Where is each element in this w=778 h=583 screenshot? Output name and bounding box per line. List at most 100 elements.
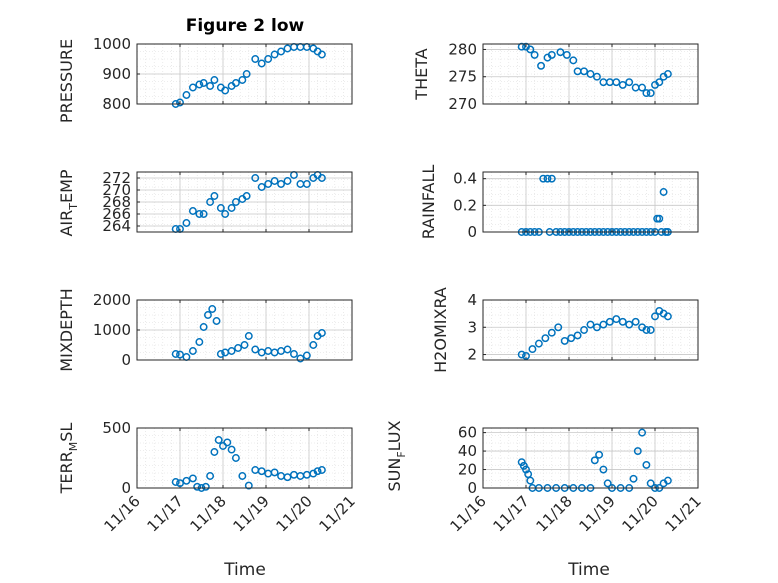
axes-frame-h2omixra xyxy=(482,299,699,361)
ylabel-air-temp: AIRTEMP xyxy=(57,169,80,236)
data-point xyxy=(210,76,219,84)
ytick-label: 275 xyxy=(448,68,477,86)
data-point xyxy=(612,315,621,324)
data-point xyxy=(625,320,634,329)
data-point xyxy=(302,351,311,360)
ytick-label: 500 xyxy=(102,419,131,437)
data-point xyxy=(573,331,582,340)
ylabel-sun-flux: SUNFLUX xyxy=(385,420,408,491)
axes-frame-sun-flux xyxy=(482,427,699,489)
data-point xyxy=(251,55,260,63)
data-point xyxy=(562,50,571,59)
data-point xyxy=(238,472,247,480)
axes-frame-mixdepth xyxy=(136,299,353,361)
data-point xyxy=(216,350,225,358)
ytick-label: 60 xyxy=(458,424,477,442)
data-point xyxy=(257,183,266,191)
data-point xyxy=(195,338,204,346)
data-point xyxy=(231,198,240,206)
ytick-label: 40 xyxy=(458,442,477,460)
data-point xyxy=(522,351,530,360)
data-point xyxy=(216,204,225,212)
data-point xyxy=(543,174,552,183)
data-point xyxy=(208,305,217,313)
data-point xyxy=(646,326,655,334)
data-point xyxy=(631,317,640,326)
data-point xyxy=(210,448,219,456)
data-point xyxy=(655,214,664,223)
ytick-label: 0 xyxy=(121,351,131,369)
data-point xyxy=(663,70,672,78)
plot-area-h2omixra xyxy=(483,300,698,360)
data-point xyxy=(199,210,208,218)
ytick-label: 270 xyxy=(448,95,477,113)
data-point xyxy=(176,479,184,488)
data-point xyxy=(541,334,550,343)
plot-area-rainfall xyxy=(483,172,698,232)
data-point xyxy=(199,323,208,331)
ytick-label: 266 xyxy=(102,205,131,223)
ylabel-terr-msl: TERRMSL xyxy=(57,423,80,495)
ytick-label: 2000 xyxy=(93,291,131,309)
data-point xyxy=(176,98,184,107)
data-point xyxy=(629,474,638,483)
data-point xyxy=(193,482,202,491)
axes-frame-terr-msl xyxy=(136,427,353,489)
data-point xyxy=(257,467,266,476)
data-point xyxy=(580,67,588,76)
subplot-rainfall: 0 0.2 0.4 xyxy=(453,170,699,241)
data-point xyxy=(547,50,556,59)
data-point xyxy=(539,174,548,183)
ytick-label: 20 xyxy=(458,461,477,479)
data-point xyxy=(317,174,326,182)
data-point xyxy=(206,82,215,90)
ytick-label: 270 xyxy=(102,181,131,199)
data-point xyxy=(603,479,612,488)
data-point xyxy=(663,476,672,485)
data-point xyxy=(309,341,318,349)
ytick-label: 272 xyxy=(102,169,131,187)
ytick-label: 2 xyxy=(467,346,477,364)
data-point xyxy=(625,78,634,87)
data-point xyxy=(638,83,647,92)
data-point xyxy=(264,180,273,188)
data-point xyxy=(201,482,210,491)
data-point xyxy=(223,438,232,447)
data-point xyxy=(590,456,599,465)
data-point xyxy=(171,350,180,358)
data-point xyxy=(530,50,539,59)
data-point xyxy=(605,317,614,326)
data-point xyxy=(270,50,279,59)
data-point xyxy=(526,476,535,485)
ytick-label: 280 xyxy=(448,40,477,58)
subplot-h2omixra: 2 3 4 xyxy=(467,291,699,364)
subplot-theta: 270 275 280 xyxy=(448,40,699,113)
data-point xyxy=(251,174,260,182)
data-point xyxy=(537,61,545,70)
data-point xyxy=(567,334,576,343)
axes-frame-theta xyxy=(482,43,699,105)
ytick-label: 264 xyxy=(102,217,131,235)
data-point xyxy=(534,339,543,348)
data-point xyxy=(206,472,215,480)
data-point xyxy=(195,210,204,218)
data-point xyxy=(242,70,251,78)
data-point xyxy=(612,78,621,87)
data-point xyxy=(317,466,326,474)
ytick-label: 0.2 xyxy=(453,196,477,214)
ytick-label: 900 xyxy=(102,65,131,83)
data-point xyxy=(210,192,219,200)
xlabel-time-left: Time xyxy=(223,560,266,580)
data-point xyxy=(176,350,184,359)
data-point xyxy=(554,323,563,332)
axes-frame-pressure xyxy=(136,43,353,105)
ylabel-rainfall: RAINFALL xyxy=(419,165,438,240)
ylabel-pressure: PRESSURE xyxy=(57,39,76,123)
data-point xyxy=(290,350,298,358)
data-point xyxy=(171,478,180,486)
data-point xyxy=(227,347,236,355)
data-point xyxy=(569,56,578,65)
data-point xyxy=(283,177,292,185)
